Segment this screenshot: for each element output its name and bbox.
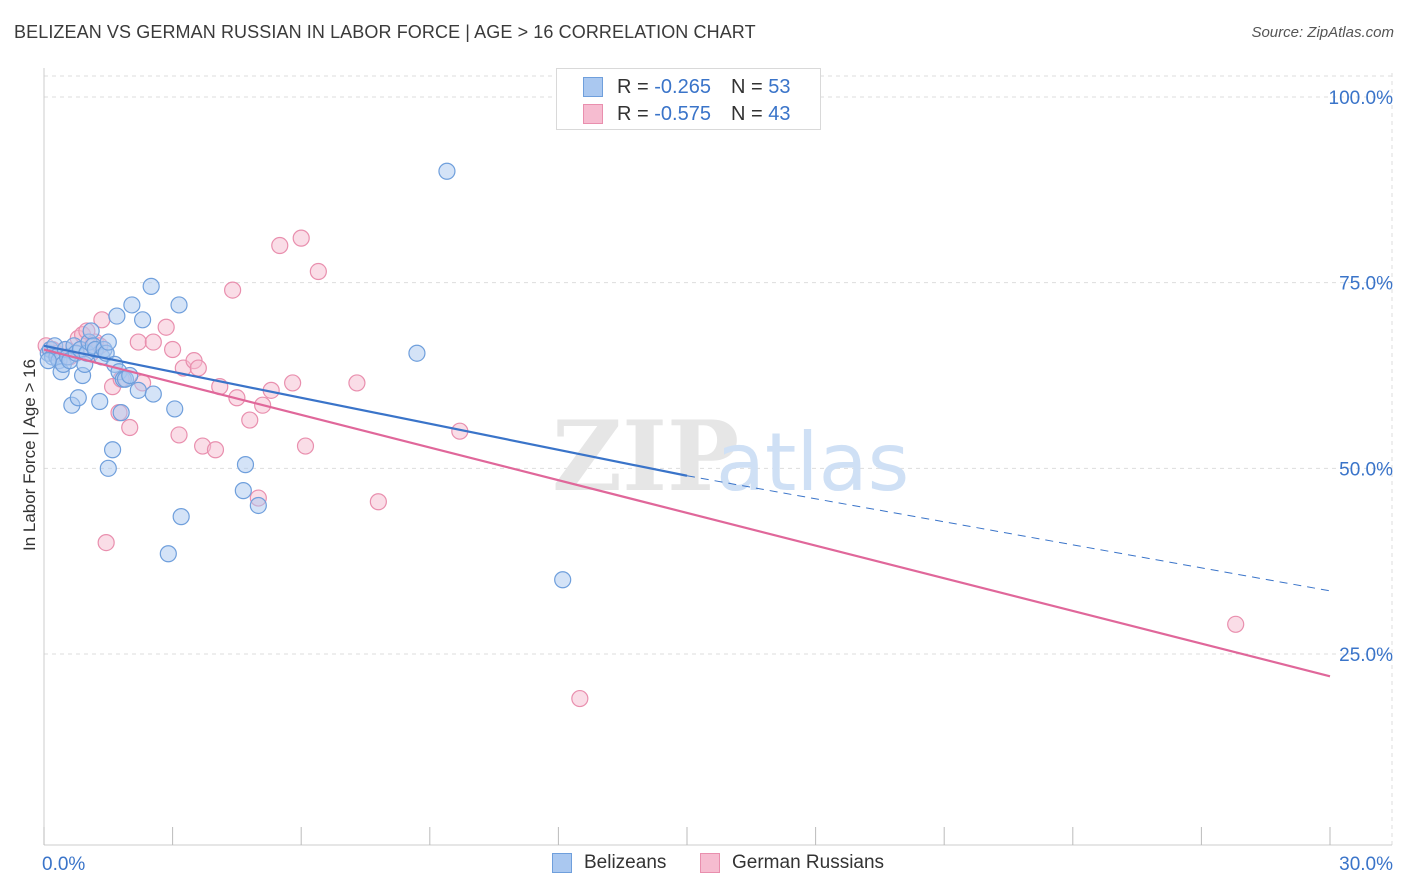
belizeans-point bbox=[82, 322, 100, 340]
german-russians-point bbox=[296, 437, 315, 455]
axes bbox=[43, 68, 1392, 846]
german-russians-point bbox=[224, 281, 242, 299]
tick-labels: 25.0% 50.0% 75.0% 100.0% 0.0% 30.0% bbox=[42, 88, 1393, 875]
trend-lines bbox=[43, 344, 1331, 678]
belizeans-point bbox=[103, 441, 122, 459]
belizeans-point bbox=[159, 545, 177, 563]
watermark-atlas: atlas bbox=[716, 416, 909, 509]
x-tick-label: 0.0% bbox=[42, 854, 85, 875]
belizeans-point bbox=[236, 456, 255, 474]
german-russians-swatch bbox=[583, 104, 603, 124]
n-label: N = bbox=[730, 102, 763, 125]
german-russians-point bbox=[271, 236, 289, 255]
belizeans-trend-extension bbox=[686, 475, 1331, 592]
belizeans-point bbox=[142, 277, 160, 295]
belizeans-point bbox=[170, 296, 188, 314]
belizeans-point bbox=[408, 344, 426, 362]
n-value: 53 bbox=[768, 75, 791, 98]
german-russians-point bbox=[348, 374, 366, 392]
series-legend: Belizeans German Russians bbox=[0, 852, 1406, 878]
german-russians-point bbox=[129, 333, 147, 351]
belizeans-trend-line bbox=[43, 344, 688, 477]
german-russians-point bbox=[1227, 615, 1245, 633]
y-tick-label: 25.0% bbox=[1339, 645, 1393, 666]
legend-label-belizeans: Belizeans bbox=[584, 852, 667, 873]
correlation-legend: R = -0.265 N = 53 R = -0.575 N = 43 bbox=[556, 68, 821, 130]
belizeans-points bbox=[39, 162, 572, 589]
german-russians-trend-line bbox=[43, 348, 1331, 678]
legend-row-belizeans: R = -0.265 N = 53 bbox=[583, 75, 790, 99]
belizeans-point bbox=[123, 296, 141, 314]
grid-lines bbox=[44, 73, 1393, 845]
watermark: ZIP atlas bbox=[552, 400, 909, 513]
german-russians-point bbox=[170, 426, 188, 444]
legend-item-belizeans: Belizeans bbox=[552, 852, 666, 874]
belizeans-point bbox=[172, 508, 190, 526]
belizeans-point bbox=[112, 404, 130, 422]
german-russians-point bbox=[164, 340, 182, 359]
belizeans-point bbox=[438, 162, 456, 180]
y-tick-label: 50.0% bbox=[1339, 459, 1393, 480]
german-russians-point bbox=[189, 359, 207, 377]
legend-label-german-russians: German Russians bbox=[732, 852, 885, 873]
belizeans-swatch bbox=[552, 853, 572, 873]
r-label: R = bbox=[617, 102, 649, 125]
belizeans-point bbox=[69, 389, 87, 407]
r-value: -0.265 bbox=[654, 75, 711, 98]
german-russians-point bbox=[97, 533, 115, 552]
n-value: 43 bbox=[768, 102, 791, 125]
german-russians-point bbox=[571, 689, 589, 708]
belizeans-point bbox=[91, 392, 109, 411]
german-russians-point bbox=[292, 229, 310, 247]
y-tick-label: 100.0% bbox=[1329, 88, 1394, 109]
belizeans-point bbox=[129, 381, 147, 399]
german-russians-point bbox=[284, 374, 302, 392]
german-russians-point bbox=[206, 441, 225, 459]
legend-row-german-russians: R = -0.575 N = 43 bbox=[583, 102, 790, 126]
r-value: -0.575 bbox=[654, 102, 711, 125]
legend-item-german-russians: German Russians bbox=[700, 852, 884, 874]
belizeans-point bbox=[166, 400, 184, 418]
belizeans-point bbox=[554, 571, 572, 589]
german-russians-swatch bbox=[700, 853, 720, 873]
x-tick-label: 30.0% bbox=[1339, 854, 1393, 875]
r-label: R = bbox=[617, 75, 649, 98]
belizeans-point bbox=[133, 311, 152, 329]
belizeans-point bbox=[39, 352, 57, 370]
german-russians-point bbox=[369, 493, 387, 511]
german-russians-point bbox=[157, 318, 175, 336]
belizeans-point bbox=[99, 459, 117, 477]
chart-title: BELIZEAN VS GERMAN RUSSIAN IN LABOR FORC… bbox=[14, 22, 756, 42]
german-russians-point bbox=[241, 411, 259, 429]
y-tick-label: 75.0% bbox=[1339, 274, 1393, 295]
german-russians-point bbox=[144, 333, 162, 351]
source-label: Source: ZipAtlas.com bbox=[1251, 24, 1394, 41]
belizeans-point bbox=[99, 333, 117, 351]
german-russians-point bbox=[121, 418, 139, 437]
german-russians-point bbox=[309, 262, 327, 281]
belizeans-point bbox=[108, 307, 126, 325]
n-label: N = bbox=[730, 75, 763, 98]
belizeans-point bbox=[144, 385, 162, 403]
belizeans-point bbox=[249, 496, 267, 515]
belizeans-point bbox=[234, 482, 252, 500]
belizeans-swatch bbox=[583, 77, 603, 97]
watermark-zip: ZIP bbox=[552, 400, 739, 513]
